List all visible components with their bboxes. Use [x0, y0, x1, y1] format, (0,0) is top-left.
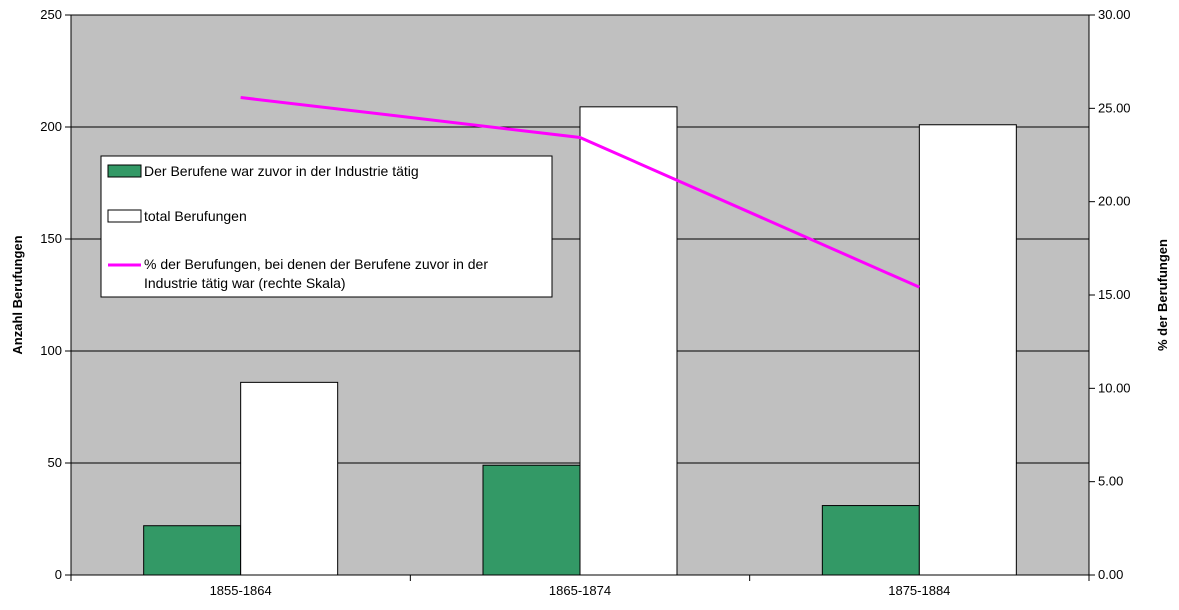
bar-total-1855-1864 — [240, 381, 339, 576]
bar-industry-1875-1884 — [821, 505, 920, 576]
y-right-tick-label-25.00: 25.00 — [1098, 100, 1131, 115]
x-tick-label-1855-1864: 1855-1864 — [210, 583, 272, 598]
tick-labels: 0 50 100 150 200 250 0.00 5.00 10.00 15.00 20.00 25… — [40, 7, 1130, 598]
y-right-tick-label-30.00: 30.00 — [1098, 7, 1131, 22]
y-right-tick-label-20.00: 20.00 — [1098, 194, 1131, 209]
y-right-axis-title: % der Berufungen — [1155, 239, 1170, 351]
legend: Der Berufene war zuvor in der Industrie … — [100, 155, 553, 298]
axes — [65, 14, 1095, 581]
percentage-line — [240, 96, 920, 289]
bar-industry-1865-1874 — [482, 464, 581, 576]
y-right-tick-label-0.00: 0.00 — [1098, 567, 1123, 582]
bar-industry-1855-1864 — [143, 525, 242, 576]
legend-swatch-total — [107, 209, 142, 223]
bars — [143, 106, 1017, 576]
legend-label-percent-line1: % der Berufungen, bei denen der Berufene… — [144, 256, 488, 272]
y-left-tick-label-100: 100 — [40, 343, 62, 358]
legend-label-industry: Der Berufene war zuvor in der Industrie … — [144, 163, 419, 179]
x-tick-label-1865-1874: 1865-1874 — [549, 583, 611, 598]
legend-box — [100, 155, 553, 298]
legend-label-percent-line2: Industrie tätig war (rechte Skala) — [144, 275, 346, 291]
y-right-tick-label-15.00: 15.00 — [1098, 287, 1131, 302]
y-right-tick-label-10.00: 10.00 — [1098, 380, 1131, 395]
legend-swatch-industry — [107, 164, 142, 178]
legend-label-percent: % der Berufungen, bei denen der Berufene… — [144, 256, 492, 291]
legend-label-total: total Berufungen — [144, 208, 247, 224]
y-left-tick-label-250: 250 — [40, 7, 62, 22]
y-left-tick-label-150: 150 — [40, 231, 62, 246]
x-tick-label-1875-1884: 1875-1884 — [888, 583, 950, 598]
y-left-tick-label-50: 50 — [48, 455, 62, 470]
y-right-tick-label-5.00: 5.00 — [1098, 474, 1123, 489]
y-left-tick-label-200: 200 — [40, 119, 62, 134]
bar-total-1875-1884 — [918, 124, 1017, 576]
bar-total-1865-1874 — [579, 106, 678, 576]
y-left-tick-label-0: 0 — [55, 567, 62, 582]
y-left-axis-title: Anzahl Berufungen — [10, 235, 25, 354]
